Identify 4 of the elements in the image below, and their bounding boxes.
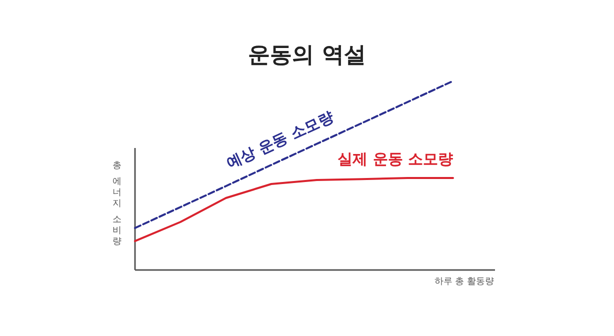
series-label: 실제 운동 소모량 <box>338 150 453 168</box>
chart-title: 운동의 역설 <box>248 43 366 68</box>
y-axis-title: 총 에너지 소비량 <box>112 161 122 247</box>
x-axis-title: 하루 총 활동량 <box>434 277 494 287</box>
